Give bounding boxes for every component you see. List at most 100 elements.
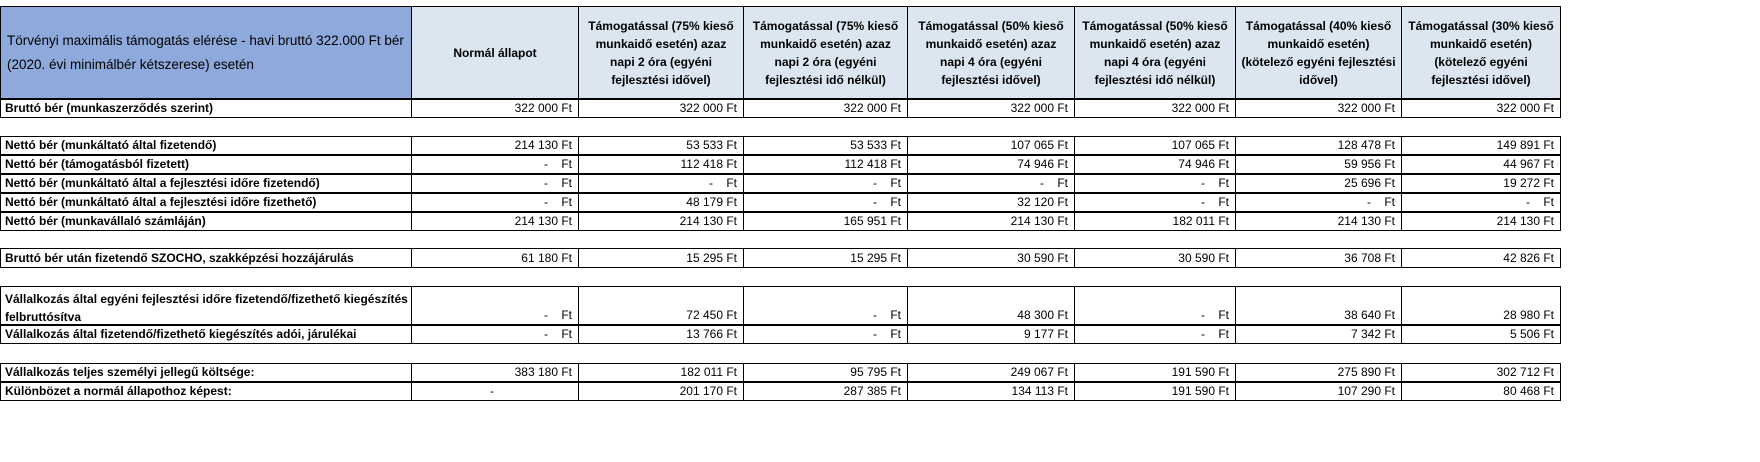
value-cell: 19 272 Ft [1401, 174, 1561, 193]
cell-text: 74 946 Ft [1017, 157, 1068, 171]
cell-text: - Ft [873, 176, 901, 190]
value-cell: 302 712 Ft [1401, 363, 1561, 382]
value-cell: 275 890 Ft [1235, 363, 1402, 382]
value-cell: 107 065 Ft [1074, 136, 1236, 155]
table-row: Nettó bér (munkáltató által a fejlesztés… [0, 193, 1760, 212]
value-cell: - Ft [411, 286, 579, 325]
value-cell: - Ft [1235, 193, 1402, 212]
value-cell: 322 000 Ft [907, 99, 1075, 118]
table-row: Vállalkozás által fizetendő/fizethető ki… [0, 325, 1760, 344]
value-cell: 15 295 Ft [578, 248, 744, 268]
column-header-cell: Normál állapot [411, 6, 579, 99]
cell-text: Nettó bér (támogatásból fizetett) [5, 157, 190, 171]
column-header-cell: Támogatással (40% kieső munkaidő esetén)… [1235, 6, 1402, 99]
cell-text: 42 826 Ft [1503, 251, 1554, 265]
value-cell: 191 590 Ft [1074, 363, 1236, 382]
value-cell: 9 177 Ft [907, 325, 1075, 344]
cell-text: 322 000 Ft [843, 101, 901, 115]
value-cell: - Ft [411, 193, 579, 212]
cell-text: 214 130 Ft [1337, 214, 1395, 228]
cell-text: - Ft [1201, 327, 1229, 341]
value-cell: 134 113 Ft [907, 382, 1075, 401]
row-label-cell: Különbözet a normál állapothoz képest: [0, 382, 412, 401]
value-cell: 322 000 Ft [1235, 99, 1402, 118]
cell-text: 53 533 Ft [850, 138, 901, 152]
value-cell: 74 946 Ft [1074, 155, 1236, 174]
value-cell: 30 590 Ft [907, 248, 1075, 268]
cell-text: 19 272 Ft [1503, 176, 1554, 190]
table-row: Nettó bér (támogatásból fizetett) - Ft 112… [0, 155, 1760, 174]
table-row: Nettó bér (munkáltató által fizetendő) 21… [0, 136, 1760, 155]
cell-text: Támogatással (50% kieső munkaidő esetén)… [918, 18, 1064, 87]
cell-text: - Ft [544, 176, 572, 190]
cell-text: 74 946 Ft [1178, 157, 1229, 171]
value-cell: 107 065 Ft [907, 136, 1075, 155]
value-cell: 214 130 Ft [411, 212, 579, 231]
column-header-cell: Támogatással (50% kieső munkaidő esetén)… [907, 6, 1075, 99]
value-cell: 322 000 Ft [1401, 99, 1561, 118]
cell-text: 107 290 Ft [1337, 384, 1395, 398]
row-label-cell: Vállalkozás által egyéni fejlesztési idő… [0, 286, 412, 325]
cell-text: 214 130 Ft [1496, 214, 1554, 228]
row-label-cell: Bruttó bér (munkaszerződés szerint) [0, 99, 412, 118]
value-cell: 201 170 Ft [578, 382, 744, 401]
row-label-cell: Bruttó bér után fizetendő SZOCHO, szakké… [0, 248, 412, 268]
value-cell: 322 000 Ft [411, 99, 579, 118]
cell-text: 322 000 Ft [1010, 101, 1068, 115]
value-cell: 30 590 Ft [1074, 248, 1236, 268]
value-cell: 322 000 Ft [743, 99, 908, 118]
cell-text: 112 418 Ft [680, 157, 737, 171]
cell-text: Támogatással (50% kieső munkaidő esetén)… [1082, 18, 1228, 87]
value-cell: 15 295 Ft [743, 248, 908, 268]
value-cell: 48 179 Ft [578, 193, 744, 212]
cell-text: 214 130 Ft [679, 214, 737, 228]
value-cell: 214 130 Ft [1235, 212, 1402, 231]
row-label-cell: Nettó bér (munkáltató által a fejlesztés… [0, 193, 412, 212]
cell-text: - Ft [1367, 195, 1395, 209]
value-cell: 74 946 Ft [907, 155, 1075, 174]
cell-text: Nettó bér (munkáltató által a fejlesztés… [5, 195, 317, 209]
cell-text: 15 295 Ft [686, 251, 737, 265]
cell-text: Vállalkozás által fizetendő/fizethető ki… [5, 327, 357, 341]
value-cell: 48 300 Ft [907, 286, 1075, 325]
value-cell: 191 590 Ft [1074, 382, 1236, 401]
value-cell: - Ft [1074, 286, 1236, 325]
value-cell: - [411, 382, 579, 401]
value-cell: 95 795 Ft [743, 363, 908, 382]
cell-text: Törvényi maximális támogatás elérése - h… [7, 32, 404, 72]
column-header-cell: Támogatással (30% kieső munkaidő esetén)… [1401, 6, 1561, 99]
cell-text: - Ft [1201, 195, 1229, 209]
cell-text: 275 890 Ft [1337, 365, 1395, 379]
cell-text: Nettó bér (munkáltató által fizetendő) [5, 138, 217, 152]
value-cell: - Ft [578, 174, 744, 193]
cell-text: 107 065 Ft [1171, 138, 1229, 152]
cell-text: 322 000 Ft [1171, 101, 1229, 115]
cell-text: Vállalkozás által egyéni fejlesztési idő… [5, 292, 408, 324]
cell-text: 15 295 Ft [850, 251, 901, 265]
value-cell: 36 708 Ft [1235, 248, 1402, 268]
value-cell: - Ft [1074, 174, 1236, 193]
value-cell: 59 956 Ft [1235, 155, 1402, 174]
table-row: Bruttó bér (munkaszerződés szerint) 322 0… [0, 99, 1760, 118]
value-cell: 53 533 Ft [578, 136, 744, 155]
value-cell: - Ft [1074, 325, 1236, 344]
value-cell: 42 826 Ft [1401, 248, 1561, 268]
cell-text: 214 130 Ft [514, 138, 572, 152]
cell-text: 5 506 Ft [1509, 327, 1554, 341]
value-cell: 112 418 Ft [578, 155, 744, 174]
cell-text: - Ft [1201, 308, 1229, 322]
column-header-cell: Támogatással (50% kieső munkaidő esetén)… [1074, 6, 1236, 99]
cell-text: - Ft [544, 157, 572, 171]
row-label-cell: Nettó bér (munkáltató által a fejlesztés… [0, 174, 412, 193]
row-label-cell: Nettó bér (támogatásból fizetett) [0, 155, 412, 174]
cell-text: Támogatással (75% kieső munkaidő esetén)… [588, 18, 734, 87]
cell-text: - Ft [873, 308, 901, 322]
value-cell: 5 506 Ft [1401, 325, 1561, 344]
value-cell: 61 180 Ft [411, 248, 579, 268]
value-cell: 7 342 Ft [1235, 325, 1402, 344]
cell-text: 112 418 Ft [844, 157, 901, 171]
row-label-cell: Vállalkozás által fizetendő/fizethető ki… [0, 325, 412, 344]
cell-text: Bruttó bér után fizetendő SZOCHO, szakké… [5, 251, 354, 265]
value-cell: - Ft [743, 193, 908, 212]
value-cell: 112 418 Ft [743, 155, 908, 174]
